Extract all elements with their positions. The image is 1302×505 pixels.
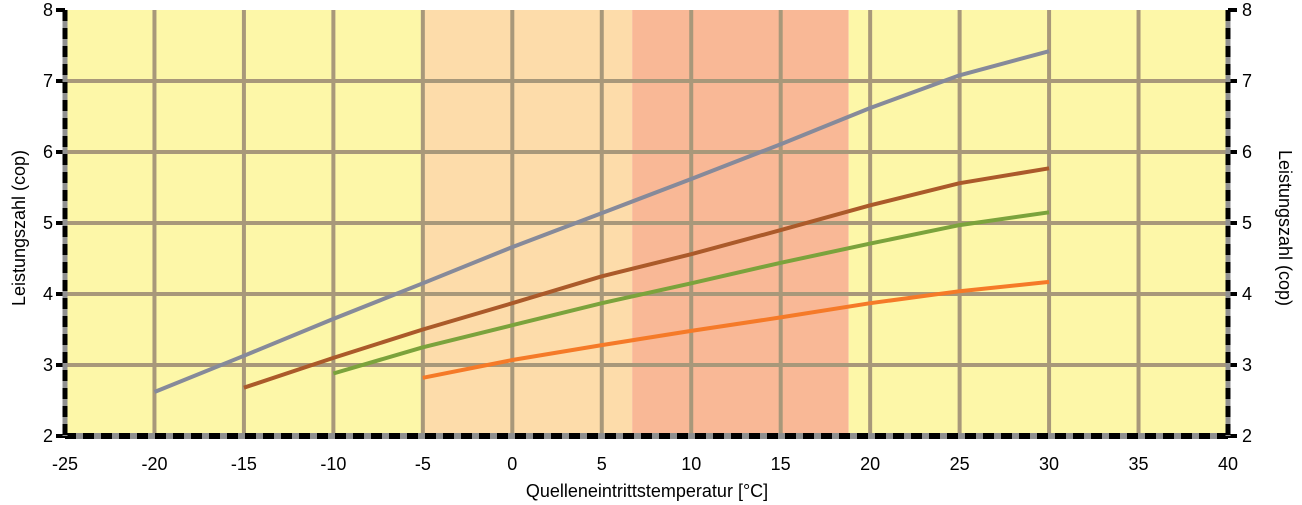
- y-tick-label-left: 6: [43, 142, 53, 162]
- series-line-0: [153, 49, 1050, 394]
- x-tick-label: 20: [860, 454, 880, 474]
- x-tick-label: -25: [52, 454, 78, 474]
- y-tick-label-left: 4: [43, 284, 53, 304]
- y-tick-label-right: 4: [1242, 284, 1252, 304]
- y-tick-label-left: 2: [43, 426, 53, 446]
- series-line-1: [243, 166, 1050, 390]
- y-tick-label-right: 2: [1242, 426, 1252, 446]
- y-tick-label-right: 7: [1242, 71, 1252, 91]
- y-tick-label-right: 8: [1242, 0, 1252, 20]
- x-tick-label: 10: [681, 454, 701, 474]
- x-tick-label: -10: [320, 454, 346, 474]
- y-tick-label-right: 6: [1242, 142, 1252, 162]
- y-tick-label-left: 3: [43, 355, 53, 375]
- x-tick-label: -15: [231, 454, 257, 474]
- grid-lines: [65, 10, 1228, 436]
- x-tick-label: 35: [1129, 454, 1149, 474]
- series-line-3: [422, 279, 1050, 380]
- x-tick-label: 25: [950, 454, 970, 474]
- y-tick-label-right: 3: [1242, 355, 1252, 375]
- tick-labels: -25 -20 -15 -10 -5 0 5 10 15 20 25 30 35 402 23 34 45 56 6…: [43, 0, 1252, 474]
- x-tick-label: 40: [1218, 454, 1238, 474]
- y-axis-label-right: Leistungszahl (cop): [1275, 150, 1295, 306]
- x-axis-label: Quelleneintrittstemperatur [°C]: [526, 481, 768, 501]
- y-tick-label-left: 7: [43, 71, 53, 91]
- x-tick-label: -20: [141, 454, 167, 474]
- x-tick-label: 0: [507, 454, 517, 474]
- data-series: [153, 49, 1050, 394]
- y-tick-label-left: 5: [43, 213, 53, 233]
- y-tick-label-right: 5: [1242, 213, 1252, 233]
- y-tick-label-left: 8: [43, 0, 53, 20]
- x-tick-label: 30: [1039, 454, 1059, 474]
- x-tick-label: 5: [597, 454, 607, 474]
- series-line-2: [332, 210, 1050, 376]
- x-tick-label: -5: [415, 454, 431, 474]
- axes: [56, 8, 1237, 439]
- x-tick-label: 15: [771, 454, 791, 474]
- y-axis-label-left: Leistungszahl (cop): [9, 150, 29, 306]
